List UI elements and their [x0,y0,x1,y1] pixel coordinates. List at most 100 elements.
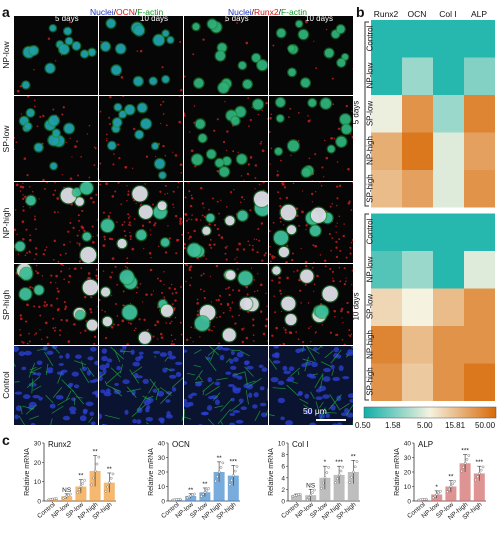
data-point [307,496,311,500]
data-point [201,492,205,496]
header-right-actin: F-actin [280,7,307,17]
heatmap-cell [371,288,402,326]
y-tick-label: 10 [158,484,166,491]
heatmap-cell [371,57,402,95]
row-label-np-low: NP-low [1,41,11,69]
header-right-sep1: / [251,7,254,17]
data-point [465,458,469,461]
micrograph-cell [184,16,268,95]
data-point [216,475,219,478]
micrograph-cell [184,346,268,425]
y-axis-label: Relative mRNA [24,448,31,496]
heatmap-cell [464,363,495,401]
data-point [336,477,339,481]
data-point [435,493,439,496]
significance-label: ** [202,481,208,488]
significance-label: *** [335,459,343,466]
heatmap-row-label: NP-low [365,62,375,89]
data-point [463,461,467,465]
data-point [467,454,471,457]
heatmap-row-label: NP-high [365,136,375,166]
heatmap-row-label: SP-high [365,367,375,396]
data-point [203,491,207,494]
data-point [437,491,440,495]
y-tick-label: 8 [281,452,285,459]
y-tick-label: 20 [34,460,42,467]
data-point [355,460,359,463]
y-tick-label: 40 [158,441,166,448]
data-point [205,489,209,492]
data-point [313,488,316,492]
data-point [353,465,357,469]
heatmap-cell [402,95,433,133]
data-point [348,481,352,484]
colorbar-tick-3: 15.81 [445,421,466,430]
panel-c-letter: c [2,432,10,448]
data-point [474,478,478,482]
data-point [214,479,217,483]
data-point [230,478,233,482]
data-point [178,497,182,501]
y-tick-label: 10 [34,479,42,486]
heatmap-row-label: Control [365,218,375,245]
bar [473,473,485,501]
row-label-control: Control [1,371,11,399]
heatmap-cell [433,57,464,95]
y-tick-label: 20 [404,470,412,477]
data-point [207,487,210,490]
heatmap-cell [402,213,433,251]
heatmap-col-alp: ALP [470,9,488,19]
heatmap-cell [464,57,495,95]
heatmap-cell [433,326,464,364]
heatmap-row-label: Control [365,25,375,52]
micrograph-cell [14,264,98,345]
significance-label: *** [476,459,484,466]
y-tick-label: 0 [407,499,411,506]
colorbar [363,406,497,419]
panel-a-letter: a [2,4,10,20]
heatmap-cell [402,57,433,95]
heatmap-cell [433,251,464,289]
chart-title: ALP [418,440,433,449]
heatmap-svg [364,20,495,401]
heatmap-cell [464,213,495,251]
heatmap-cell [464,170,495,208]
heatmap-row-label: NP-high [365,329,375,359]
data-point [334,481,337,485]
data-point [305,498,309,502]
data-point [311,491,314,494]
data-point [69,492,72,496]
heatmap-cell [402,20,433,58]
heatmap-cell [464,251,495,289]
colorbar-tick-0: 0.50 [355,421,371,430]
chart-title: OCN [172,440,190,449]
heatmap-cell [433,95,464,133]
data-point [309,493,313,497]
data-point [433,494,437,498]
heatmap-row-label: SP-low [365,294,375,320]
colorbar-ticks: 0.50 1.58 5.00 15.81 50.00 [355,421,500,433]
bar [227,475,239,501]
heatmap-cell [464,132,495,170]
panel-a-header-left: Nuclei/OCN/F-actin [90,7,163,17]
data-point [341,465,345,469]
bar [347,472,359,501]
micrograph-cell [184,182,268,263]
data-point [462,465,465,469]
data-point [298,492,302,496]
data-point [228,483,232,487]
heatmap-cell [371,95,402,133]
heatmap-cell [464,288,495,326]
data-point [323,476,327,480]
heatmap-cell [371,251,402,289]
data-point [200,494,203,498]
y-tick-label: 10 [278,441,286,448]
heatmap-row-label: NP-low [365,256,375,283]
micrograph-cell [269,182,353,263]
data-point [83,479,86,482]
heatmap-row-label: SP-high [365,174,375,203]
bar [75,486,87,501]
day-label-3: 5 days [225,14,249,23]
chart-title: Col I [292,440,308,449]
